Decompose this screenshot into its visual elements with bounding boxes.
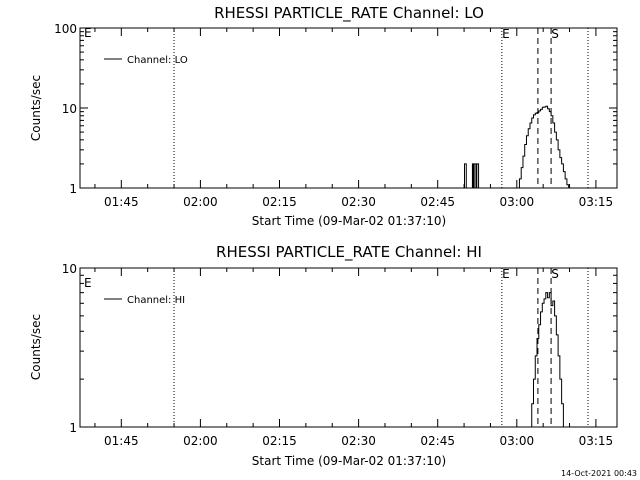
event-marker-label: S — [551, 267, 559, 281]
x-tick-label: 01:45 — [104, 195, 139, 209]
panel-hi-corner-label: E — [84, 276, 92, 290]
y-tick-label: 1 — [69, 182, 77, 196]
legend-label-hi: Channel: HI — [127, 295, 185, 306]
x-tick-label: 01:45 — [104, 434, 139, 448]
footer-timestamp: 14-Oct-2021 00:43 — [561, 469, 637, 478]
panel-lo: RHESSI PARTICLE_RATE Channel: LO Counts/… — [29, 4, 618, 228]
x-tick-label: 02:15 — [262, 195, 297, 209]
y-tick-label: 10 — [62, 262, 77, 276]
plot-frame — [79, 267, 618, 428]
panel-lo-x-axis: 01:45 02:00 02:15 02:30 02:45 03:00 03:15 — [94, 28, 614, 209]
panel-hi-series — [529, 292, 564, 428]
panel-lo-plot-area — [79, 27, 618, 189]
panel-lo-xlabel: Start Time (09-Mar-02 01:37:10) — [252, 214, 446, 228]
x-tick-label: 02:45 — [420, 434, 455, 448]
panel-lo-ylabel: Counts/sec — [29, 75, 43, 141]
panel-lo-legend: Channel: LO — [104, 55, 188, 66]
x-tick-label: 02:30 — [341, 195, 376, 209]
event-marker-label: E — [502, 27, 510, 41]
panel-lo-corner-label: E — [84, 26, 92, 40]
x-tick-label: 03:15 — [579, 434, 614, 448]
y-tick-label: 10 — [62, 102, 77, 116]
panel-hi-x-axis: 01:45 02:00 02:15 02:30 02:45 03:00 03:15 — [94, 268, 614, 448]
panel-hi-plot-area — [79, 267, 618, 428]
panel-lo-y-axis: 1 10 100 — [54, 22, 617, 196]
event-marker-label: E — [502, 267, 510, 281]
x-tick-label: 03:15 — [579, 195, 614, 209]
legend-label-lo: Channel: LO — [127, 55, 188, 66]
x-tick-label: 03:00 — [500, 434, 535, 448]
panel-hi: RHESSI PARTICLE_RATE Channel: HI Counts/… — [29, 243, 618, 468]
panel-hi-y-axis: 1 10 — [62, 262, 617, 435]
panel-lo-title: RHESSI PARTICLE_RATE Channel: LO — [214, 4, 484, 23]
panel-hi-legend: Channel: HI — [104, 295, 185, 306]
panel-hi-xlabel: Start Time (09-Mar-02 01:37:10) — [252, 454, 446, 468]
plot-frame — [79, 27, 618, 189]
event-marker-label: S — [551, 27, 559, 41]
x-tick-label: 02:00 — [183, 195, 218, 209]
x-tick-label: 02:00 — [183, 434, 218, 448]
y-tick-label: 1 — [69, 421, 77, 435]
x-tick-label: 02:15 — [262, 434, 297, 448]
panel-lo-series — [463, 105, 571, 189]
series-line — [529, 292, 564, 428]
panel-hi-ylabel: Counts/sec — [29, 314, 43, 380]
x-tick-label: 02:30 — [341, 434, 376, 448]
panel-hi-title: RHESSI PARTICLE_RATE Channel: HI — [216, 243, 482, 262]
series-line — [463, 105, 571, 189]
y-tick-label: 100 — [54, 22, 77, 36]
x-tick-label: 03:00 — [500, 195, 535, 209]
x-tick-label: 02:45 — [420, 195, 455, 209]
